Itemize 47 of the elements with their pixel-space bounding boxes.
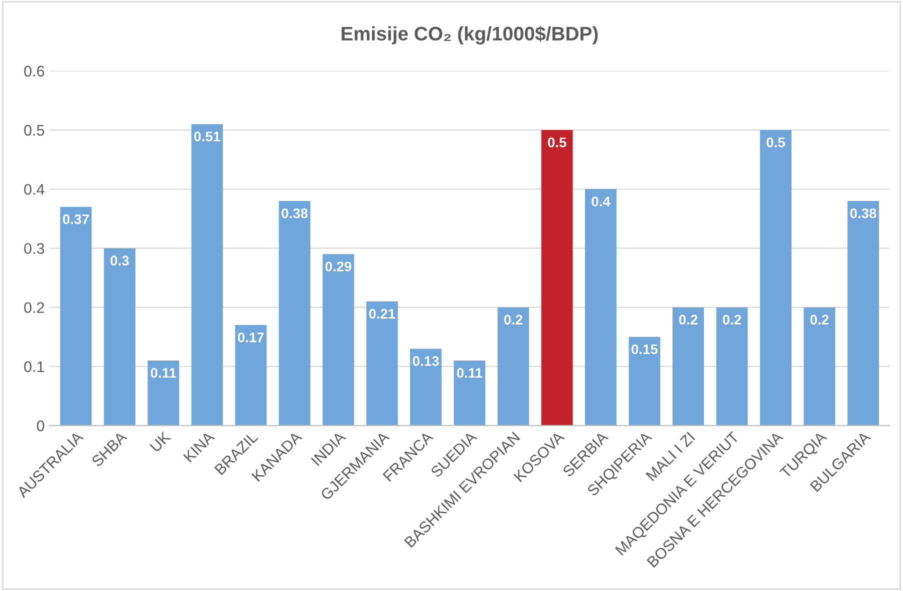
data-label: 0.5 <box>548 137 566 148</box>
bar <box>760 130 792 426</box>
bar <box>804 307 836 426</box>
data-label: 0.2 <box>810 314 829 325</box>
bar <box>498 307 530 426</box>
bar <box>716 307 748 426</box>
bar <box>322 254 354 426</box>
y-tick-label: 0.4 <box>24 184 44 195</box>
bar <box>541 130 573 426</box>
bar <box>847 200 879 426</box>
y-tick-label: 0.5 <box>24 124 44 136</box>
data-label: 0.2 <box>679 314 698 325</box>
y-tick-label: 0 <box>36 420 44 432</box>
bar <box>628 336 660 426</box>
data-label: 0.51 <box>194 132 220 142</box>
y-tick-label: 0.2 <box>24 302 44 314</box>
bar <box>60 206 92 426</box>
data-label: 0.37 <box>62 214 89 224</box>
data-label: 0.11 <box>456 368 482 378</box>
bar <box>454 360 486 426</box>
data-label: 0.2 <box>504 314 522 325</box>
data-label: 0.4 <box>592 196 610 206</box>
bar <box>148 360 180 426</box>
x-tick-label: UK <box>150 430 172 452</box>
y-tick-label: 0.1 <box>24 361 44 372</box>
y-tick-label: 0.3 <box>24 243 44 254</box>
data-label: 0.38 <box>282 208 308 218</box>
bar <box>585 189 617 426</box>
data-label: 0.11 <box>150 368 176 378</box>
bar <box>278 200 310 426</box>
data-label: 0.38 <box>850 208 876 218</box>
bar <box>104 248 136 426</box>
data-label: 0.29 <box>325 262 352 272</box>
data-label: 0.21 <box>369 308 396 319</box>
data-label: 0.3 <box>110 256 129 266</box>
y-tick-label: 0.6 <box>24 66 44 77</box>
data-label: 0.2 <box>722 314 742 325</box>
data-label: 0.17 <box>238 332 264 342</box>
data-label: 0.15 <box>632 344 658 354</box>
bar <box>366 301 398 426</box>
bar <box>672 307 704 426</box>
chart-title: Emisije CO₂ (kg/1000$/BDP) <box>342 26 598 44</box>
bar <box>191 124 223 426</box>
data-label: 0.5 <box>766 137 785 148</box>
bar <box>410 348 442 426</box>
data-label: 0.13 <box>412 356 439 366</box>
bar <box>235 325 267 426</box>
